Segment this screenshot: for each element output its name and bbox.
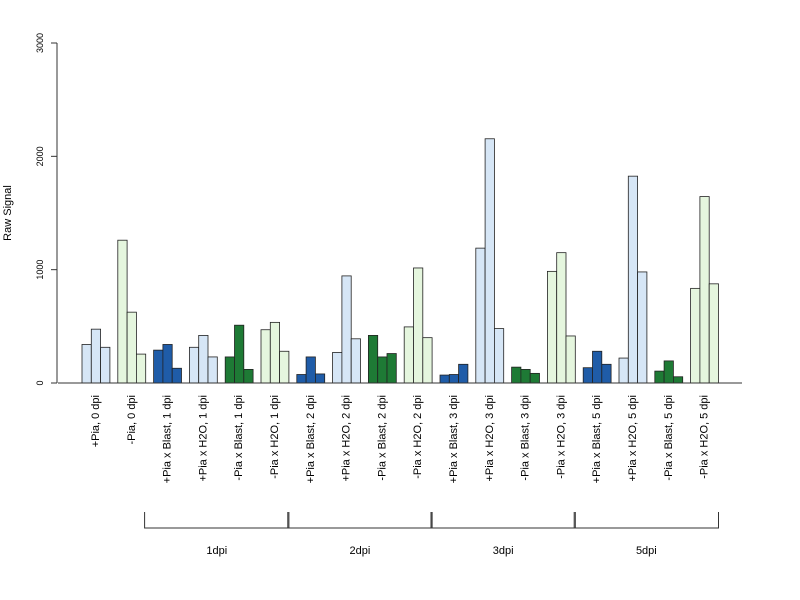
bar (582, 367, 593, 384)
x-tick-label: -Pia x Blast, 2 dpi (376, 395, 388, 481)
bar (475, 247, 486, 384)
bar (601, 363, 612, 384)
bar (520, 368, 531, 384)
x-tick-label: -Pia x Blast, 3 dpi (520, 395, 532, 481)
bar (618, 357, 629, 384)
bar (654, 370, 665, 384)
x-tick-label: +Pia x Blast, 3 dpi (448, 395, 460, 483)
bracket-label: 5dpi (636, 545, 657, 557)
bar (296, 374, 307, 384)
y-tick-label: 3000 (35, 33, 45, 53)
x-tick-label: +Pia x H2O, 5 dpi (627, 395, 639, 482)
bar (207, 356, 218, 384)
bar (637, 271, 648, 384)
bar (350, 338, 361, 384)
y-axis: 0 1000 2000 3000 (35, 33, 58, 386)
bar (422, 337, 433, 384)
bar (260, 329, 271, 384)
bar (699, 196, 710, 384)
bar (511, 366, 522, 384)
bar (100, 346, 111, 384)
bar (234, 324, 245, 384)
bar (198, 334, 209, 384)
x-tick-label: +Pia x H2O, 2 dpi (341, 395, 353, 482)
bar (305, 356, 316, 384)
bracket-line (573, 512, 719, 529)
dpi-brackets: 1dpi 2dpi 3dpi 5dpi (144, 512, 719, 557)
bar (162, 344, 173, 384)
x-tick-label: -Pia, 0 dpi (126, 395, 138, 445)
bar (458, 363, 469, 384)
y-tick-label: 0 (35, 380, 45, 385)
y-tick-label: 1000 (35, 260, 45, 280)
x-tick-label: -Pia x H2O, 3 dpi (555, 395, 567, 479)
x-tick-label: -Pia x Blast, 5 dpi (663, 395, 675, 481)
bar (529, 372, 540, 384)
bar (314, 373, 326, 384)
bar (153, 349, 164, 384)
bar (126, 311, 137, 384)
bar (673, 376, 684, 384)
bars (81, 138, 719, 384)
bracket-line (287, 512, 433, 529)
bar (117, 239, 128, 384)
x-tick-label: +Pia x H2O, 1 dpi (197, 395, 209, 482)
bar (377, 356, 388, 384)
bar (592, 350, 603, 384)
x-tick-label: -Pia x H2O, 5 dpi (699, 395, 711, 479)
x-tick-label: +Pia x Blast, 1 dpi (162, 395, 174, 483)
x-tick-label: -Pia x H2O, 2 dpi (412, 395, 424, 479)
bar (386, 353, 397, 384)
bar (188, 346, 200, 384)
bar (90, 328, 102, 384)
bar (279, 350, 290, 384)
bar (493, 328, 505, 384)
x-tick-labels: +Pia, 0 dpi -Pia, 0 dpi +Pia x Blast, 1 dp… (90, 395, 711, 483)
bracket-line (430, 512, 576, 529)
x-tick-label: -Pia x Blast, 1 dpi (233, 395, 245, 481)
x-tick-label: -Pia x H2O, 1 dpi (269, 395, 281, 479)
bar (484, 138, 495, 384)
bar (627, 175, 638, 384)
bar (135, 353, 147, 384)
bar (690, 287, 701, 384)
bar (439, 374, 450, 384)
bar (367, 334, 379, 384)
y-tick-label: 2000 (35, 146, 45, 166)
bar (269, 321, 280, 384)
bar (448, 374, 459, 384)
bar (332, 351, 343, 384)
x-tick-label: +Pia x Blast, 5 dpi (591, 395, 603, 483)
bar (556, 252, 567, 384)
bar (341, 275, 352, 384)
bracket-label: 2dpi (350, 545, 371, 557)
bar (403, 326, 414, 384)
y-axis-label: Raw Signal (2, 185, 14, 241)
bracket-line (144, 512, 290, 529)
bar (224, 356, 235, 384)
x-tick-label: +Pia x H2O, 3 dpi (484, 395, 496, 482)
x-tick-label: +Pia, 0 dpi (90, 395, 102, 447)
bar (565, 335, 576, 384)
bar (243, 368, 254, 384)
bracket-label: 3dpi (493, 545, 514, 557)
bar (708, 283, 719, 384)
bar (547, 270, 558, 384)
bar (663, 360, 674, 384)
bar (81, 344, 92, 384)
x-tick-label: +Pia x Blast, 2 dpi (305, 395, 317, 483)
bracket-label: 1dpi (206, 545, 227, 557)
bar (171, 367, 182, 384)
bar (413, 267, 424, 384)
